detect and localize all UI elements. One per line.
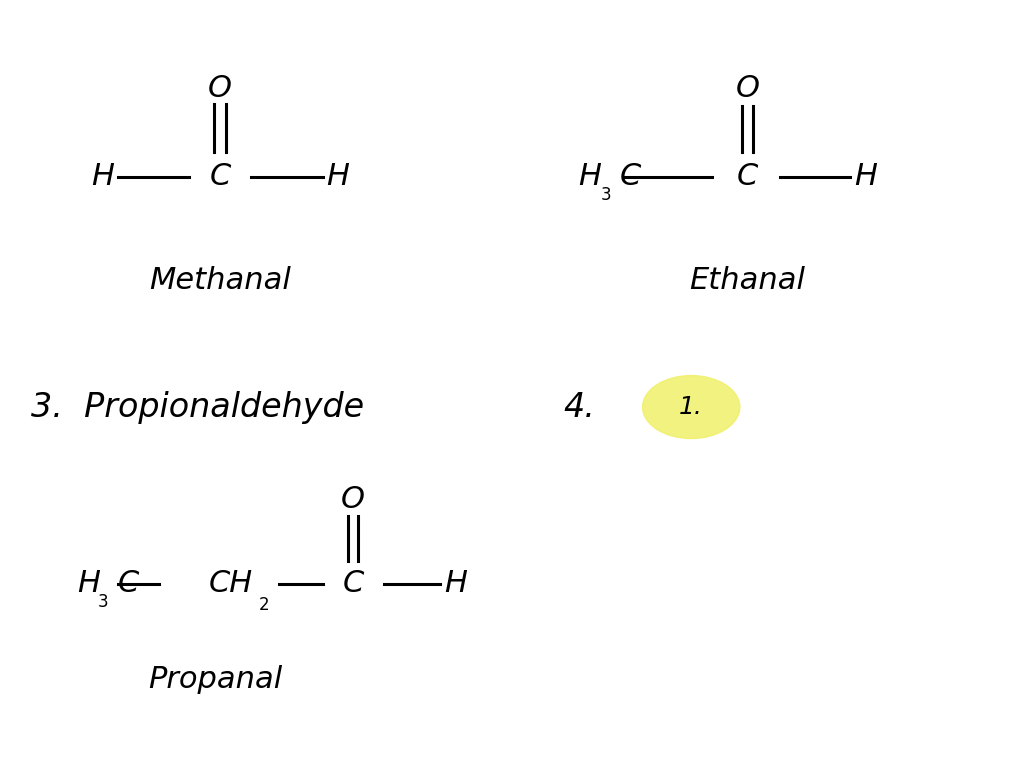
Text: O: O [341, 485, 366, 514]
Text: C: C [118, 569, 139, 598]
Text: H: H [444, 569, 467, 598]
Text: 3: 3 [97, 593, 108, 611]
Text: 4.: 4. [563, 391, 595, 423]
Text: 3: 3 [601, 186, 611, 204]
Text: C: C [343, 569, 364, 598]
Text: H: H [854, 162, 877, 191]
Text: H: H [327, 162, 349, 191]
Text: C: C [620, 162, 641, 191]
Text: O: O [735, 74, 760, 103]
Text: Ethanal: Ethanal [689, 266, 806, 295]
Text: H: H [77, 569, 99, 598]
Text: 3.  Propionaldehyde: 3. Propionaldehyde [31, 391, 364, 423]
Text: C: C [210, 162, 230, 191]
Text: 1.: 1. [679, 395, 703, 419]
Text: Methanal: Methanal [150, 266, 291, 295]
Text: C: C [737, 162, 758, 191]
Text: H: H [579, 162, 601, 191]
Text: 2: 2 [259, 596, 269, 614]
Ellipse shape [643, 376, 739, 439]
Text: H: H [91, 162, 114, 191]
Text: Propanal: Propanal [147, 665, 283, 694]
Text: O: O [208, 74, 232, 103]
Text: CH: CH [208, 569, 253, 598]
